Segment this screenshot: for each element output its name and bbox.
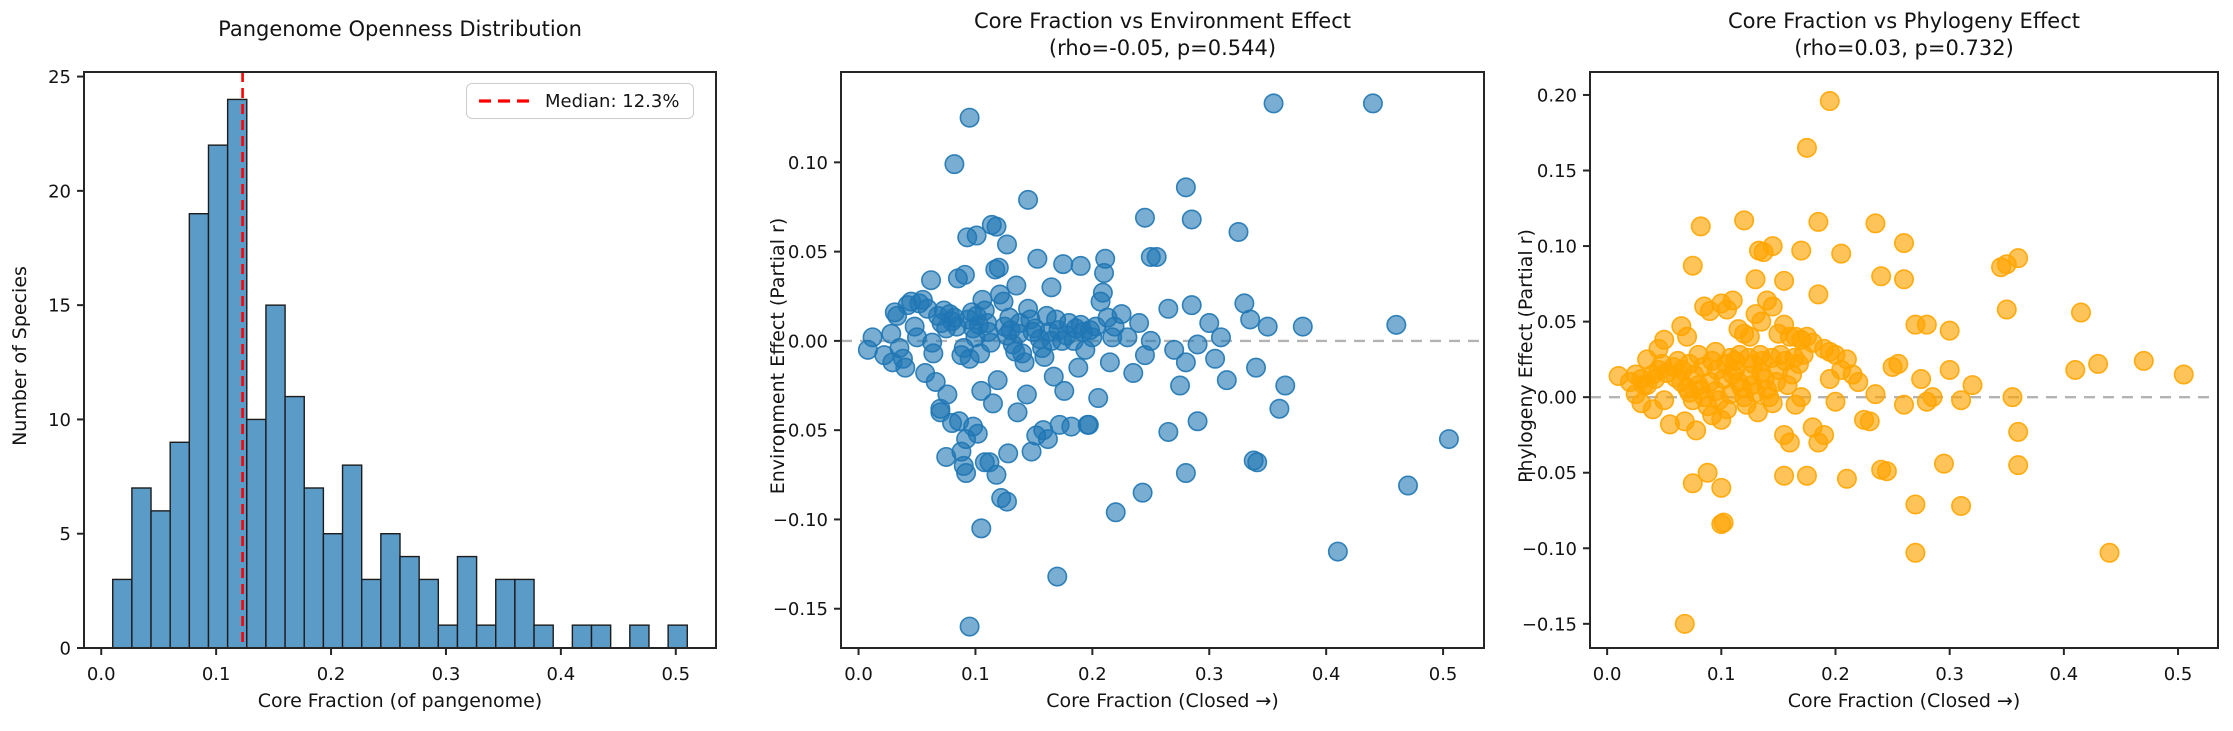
median-legend-label: Median: 12.3%	[545, 90, 680, 112]
phylogeny-x-axis-label: Core Fraction (Closed →)	[1787, 690, 2021, 712]
svg-text:10: 10	[48, 410, 71, 431]
environment-title: Core Fraction vs Environment Effect (rho…	[841, 8, 1484, 62]
svg-text:−0.10: −0.10	[1522, 539, 1577, 560]
svg-text:−0.10: −0.10	[773, 510, 828, 531]
phylogeny-title-line2: (rho=0.03, p=0.732)	[1794, 36, 2014, 60]
svg-text:0.10: 0.10	[788, 153, 828, 174]
svg-text:−0.05: −0.05	[1522, 463, 1577, 484]
svg-text:0: 0	[60, 639, 71, 660]
svg-text:0.00: 0.00	[1537, 388, 1577, 409]
median-dashed-line-icon	[479, 99, 533, 103]
svg-text:0.4: 0.4	[547, 664, 576, 685]
svg-text:0.0: 0.0	[87, 664, 116, 685]
phylogeny-title-line1: Core Fraction vs Phylogeny Effect	[1727, 9, 2080, 33]
svg-text:0.1: 0.1	[961, 664, 990, 685]
svg-text:0.4: 0.4	[2050, 664, 2079, 685]
histogram-x-axis-label: Core Fraction (of pangenome)	[257, 690, 543, 712]
svg-text:20: 20	[48, 181, 71, 202]
svg-text:−0.05: −0.05	[773, 421, 828, 442]
svg-text:0.05: 0.05	[788, 242, 828, 263]
svg-text:0.3: 0.3	[1935, 664, 1964, 685]
environment-x-axis-label: Core Fraction (Closed →)	[1046, 690, 1279, 712]
histogram-title: Pangenome Openness Distribution	[218, 17, 582, 41]
svg-text:0.00: 0.00	[788, 331, 828, 352]
svg-text:0.3: 0.3	[432, 664, 461, 685]
svg-text:0.5: 0.5	[1429, 664, 1458, 685]
svg-text:0.1: 0.1	[1707, 664, 1736, 685]
svg-text:0.2: 0.2	[317, 664, 346, 685]
svg-text:0.05: 0.05	[1537, 312, 1577, 333]
svg-text:0.0: 0.0	[1593, 664, 1622, 685]
svg-text:0.2: 0.2	[1821, 664, 1850, 685]
svg-text:0.10: 0.10	[1537, 237, 1577, 258]
svg-text:25: 25	[48, 67, 71, 88]
svg-text:−0.15: −0.15	[1522, 614, 1577, 635]
svg-text:0.0: 0.0	[844, 664, 873, 685]
svg-text:0.15: 0.15	[1537, 161, 1577, 182]
svg-text:−0.15: −0.15	[773, 599, 828, 620]
svg-text:0.20: 0.20	[1537, 85, 1577, 106]
median-legend: Median: 12.3%	[466, 83, 695, 119]
phylogeny-title: Core Fraction vs Phylogeny Effect (rho=0…	[1590, 8, 2218, 62]
svg-text:5: 5	[60, 524, 71, 545]
svg-text:0.2: 0.2	[1078, 664, 1107, 685]
environment-title-line2: (rho=-0.05, p=0.544)	[1048, 36, 1277, 60]
environment-title-line1: Core Fraction vs Environment Effect	[973, 9, 1352, 33]
svg-text:0.5: 0.5	[661, 664, 690, 685]
svg-text:0.5: 0.5	[2164, 664, 2193, 685]
svg-text:0.3: 0.3	[1195, 664, 1224, 685]
svg-text:0.4: 0.4	[1312, 664, 1341, 685]
svg-text:15: 15	[48, 296, 71, 317]
svg-text:0.1: 0.1	[202, 664, 231, 685]
